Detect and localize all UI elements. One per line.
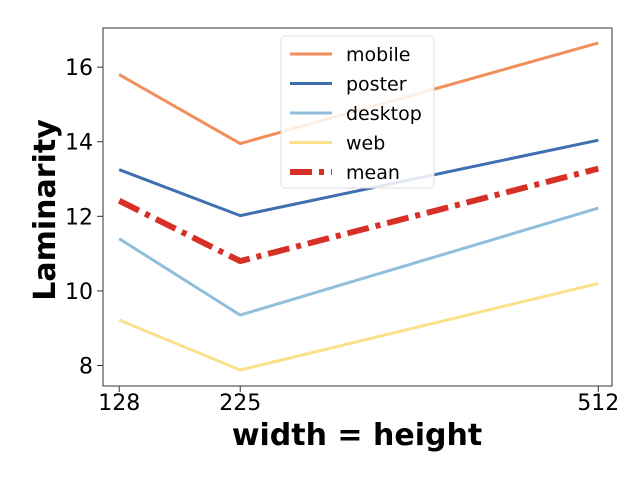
x-ticks: 128 225 512 — [98, 386, 619, 416]
series-line-mobile — [118, 41, 599, 146]
legend: mobile poster desktop web mean — [280, 35, 435, 189]
legend-label-mean: mean — [346, 162, 400, 184]
legend-label-poster: poster — [346, 74, 407, 96]
series-line-poster — [118, 138, 599, 218]
legend-label-mobile: mobile — [346, 44, 410, 66]
series-line-desktop — [118, 206, 599, 317]
y-tick-label: 8 — [79, 354, 93, 379]
series-line-mean — [117, 165, 600, 265]
x-tick-label: 128 — [98, 391, 140, 416]
x-tick-label: 225 — [219, 391, 261, 416]
legend-box — [280, 35, 435, 189]
y-tick-label: 14 — [65, 131, 93, 156]
y-axis-label: Laminarity — [28, 119, 63, 301]
y-tick-label: 10 — [65, 280, 93, 305]
plot-frame — [102, 27, 613, 387]
y-tick-label: 16 — [65, 56, 93, 81]
legend-label-web: web — [346, 133, 385, 155]
series-layer — [117, 41, 600, 372]
y-tick-label: 12 — [65, 205, 93, 230]
x-axis-label: width = height — [232, 418, 482, 453]
y-ticks: 8 10 12 14 16 — [65, 56, 103, 379]
series-line-web — [118, 281, 599, 372]
x-tick-label: 512 — [577, 391, 619, 416]
legend-label-desktop: desktop — [346, 103, 422, 125]
